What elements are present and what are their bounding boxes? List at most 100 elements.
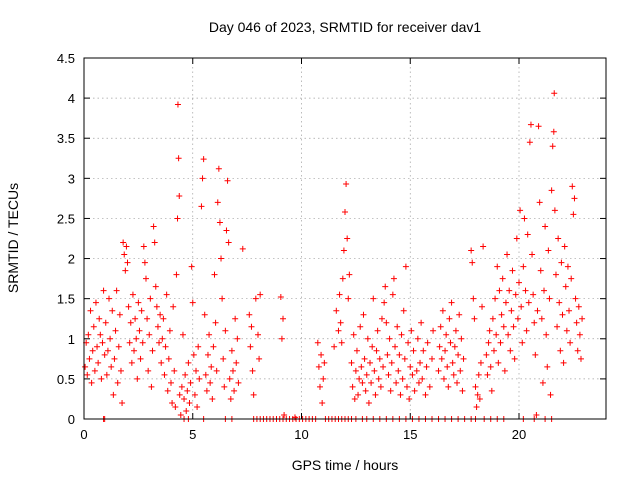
- data-point: [563, 327, 570, 334]
- data-point: [455, 351, 462, 358]
- data-point: [358, 363, 365, 370]
- data-point: [579, 315, 586, 322]
- data-point: [499, 275, 506, 282]
- data-point: [389, 291, 396, 298]
- data-point: [384, 351, 391, 358]
- y-axis-label: SRMTID / TECUs: [5, 183, 21, 293]
- data-point: [129, 291, 136, 298]
- data-point: [489, 315, 496, 322]
- x-tick-label: 5: [189, 427, 196, 442]
- data-point: [529, 251, 536, 258]
- data-point: [168, 379, 174, 386]
- data-point: [145, 367, 152, 374]
- data-point: [484, 371, 491, 378]
- data-point: [555, 235, 562, 242]
- data-point: [147, 295, 154, 302]
- data-point: [172, 403, 179, 410]
- data-point: [420, 347, 427, 354]
- data-point: [174, 101, 181, 108]
- data-point: [446, 315, 453, 322]
- data-point: [224, 177, 231, 184]
- data-point: [576, 331, 583, 338]
- data-point: [532, 351, 539, 358]
- data-point: [508, 307, 515, 314]
- data-point: [538, 315, 545, 322]
- data-point: [535, 123, 542, 130]
- data-point: [355, 391, 362, 398]
- data-point: [353, 347, 360, 354]
- data-point: [547, 391, 554, 398]
- data-point: [574, 347, 581, 354]
- data-points: [82, 90, 586, 422]
- y-tick-label: 2: [68, 252, 75, 267]
- data-point: [458, 335, 465, 342]
- data-point: [407, 363, 414, 370]
- data-point: [133, 335, 140, 342]
- data-point: [367, 359, 374, 366]
- data-point: [98, 375, 105, 382]
- data-point: [85, 331, 92, 338]
- data-point: [212, 319, 219, 326]
- data-point: [360, 311, 367, 318]
- data-point: [361, 355, 368, 362]
- data-point: [572, 295, 579, 302]
- data-point: [316, 383, 323, 390]
- data-point: [215, 165, 222, 172]
- data-point: [140, 243, 147, 250]
- data-point: [170, 303, 177, 310]
- data-point: [220, 355, 227, 362]
- data-point: [160, 315, 167, 322]
- data-point: [501, 367, 508, 374]
- chart-title: Day 046 of 2023, SRMTID for receiver dav…: [209, 19, 482, 35]
- data-point: [123, 243, 130, 250]
- data-point: [415, 379, 422, 386]
- y-tick-label: 1: [68, 332, 75, 347]
- data-point: [101, 351, 108, 358]
- data-point: [557, 347, 564, 354]
- data-point: [124, 259, 131, 266]
- data-point: [414, 335, 421, 342]
- data-point: [97, 331, 104, 338]
- data-point: [218, 255, 225, 262]
- data-point: [113, 287, 120, 294]
- data-point: [439, 307, 446, 314]
- y-tick-label: 0.5: [57, 372, 75, 387]
- data-point: [340, 247, 347, 254]
- x-axis-label: GPS time / hours: [292, 457, 399, 473]
- data-point: [117, 367, 124, 374]
- data-point: [506, 287, 513, 294]
- data-point: [319, 399, 326, 406]
- data-point: [534, 307, 541, 314]
- data-point: [280, 315, 287, 322]
- data-point: [411, 387, 418, 394]
- data-point: [387, 387, 394, 394]
- data-point: [138, 307, 145, 314]
- data-point: [390, 275, 397, 282]
- data-point: [537, 267, 544, 274]
- data-point: [90, 323, 97, 330]
- data-point: [569, 183, 576, 190]
- data-point: [112, 327, 119, 334]
- data-point: [381, 299, 388, 306]
- data-point: [520, 263, 527, 270]
- data-point: [159, 335, 166, 342]
- data-point: [399, 375, 406, 382]
- data-point: [321, 359, 328, 366]
- x-tick-label: 10: [294, 427, 308, 442]
- data-point: [471, 315, 478, 322]
- y-tick-label: 1.5: [57, 292, 75, 307]
- data-point: [386, 335, 393, 342]
- data-point: [111, 355, 118, 362]
- data-point: [154, 323, 161, 330]
- data-point: [345, 295, 352, 302]
- data-point: [401, 355, 408, 362]
- data-point: [148, 383, 155, 390]
- data-point: [527, 121, 534, 128]
- data-point: [107, 335, 114, 342]
- data-point: [443, 331, 450, 338]
- data-point: [320, 375, 327, 382]
- data-point: [186, 399, 193, 406]
- x-tick-label: 20: [512, 427, 526, 442]
- data-point: [494, 263, 501, 270]
- data-point: [188, 263, 195, 270]
